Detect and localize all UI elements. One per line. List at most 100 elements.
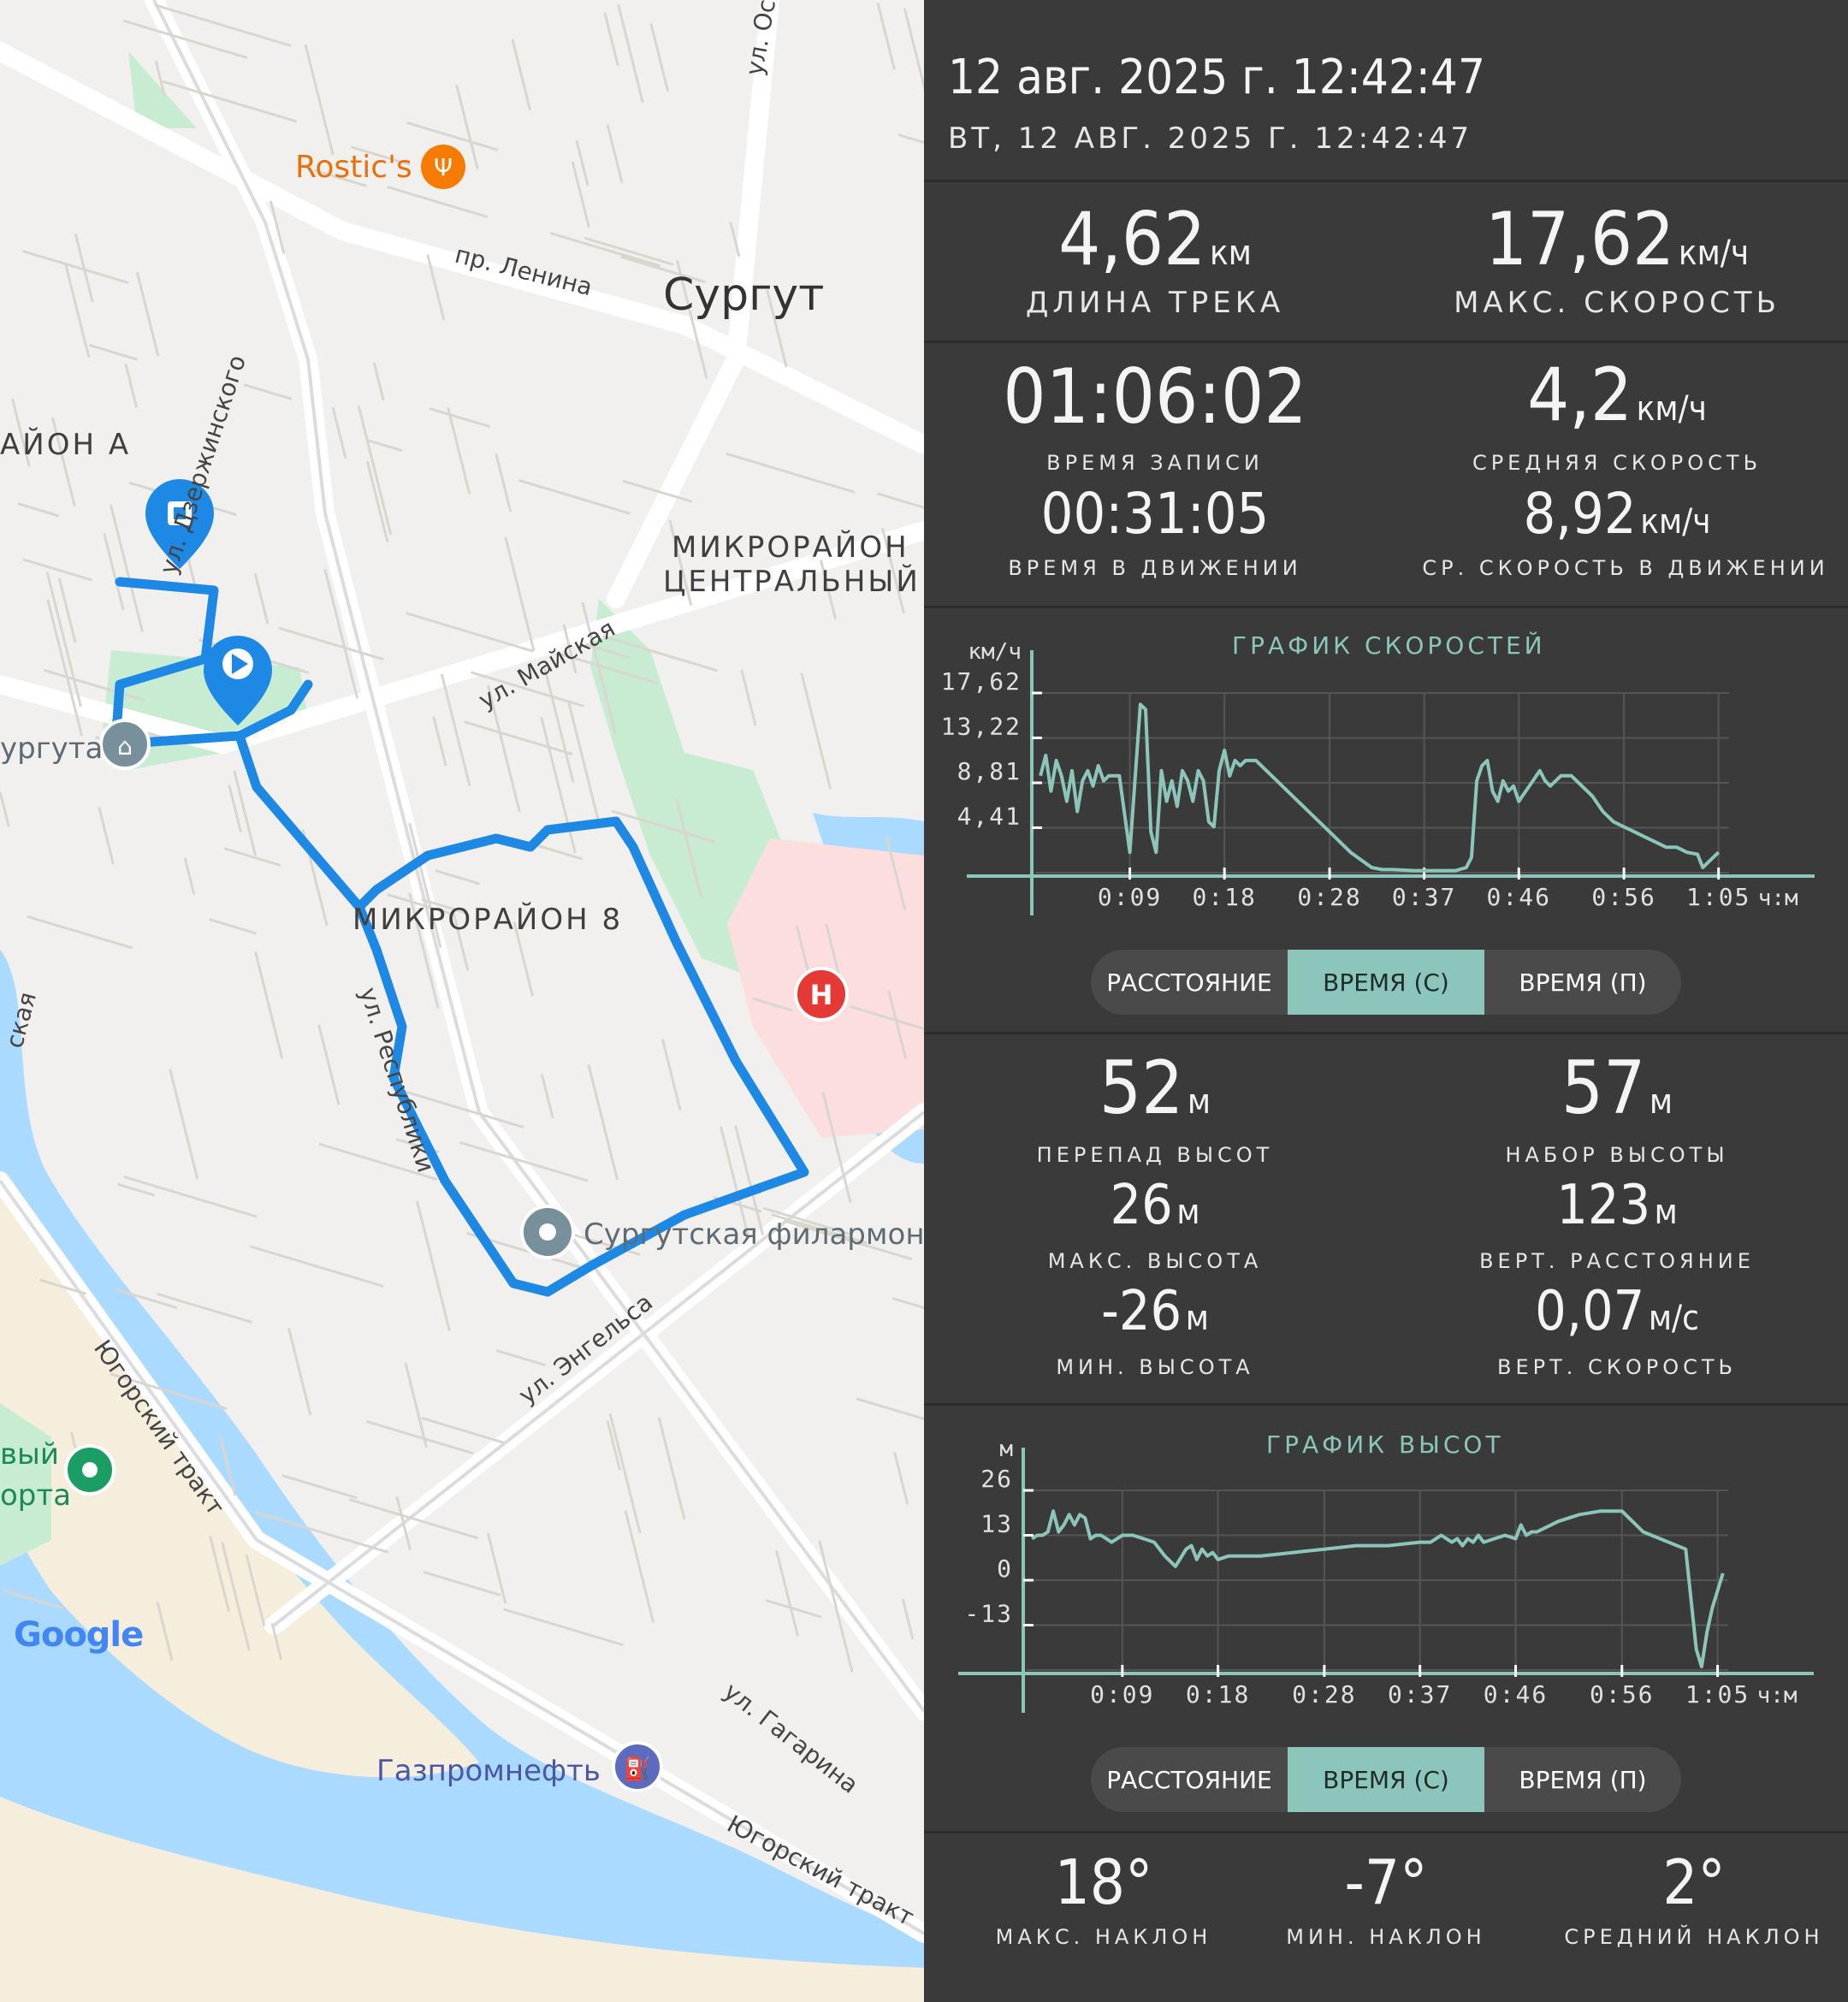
minor-road xyxy=(455,84,479,169)
minor-road xyxy=(365,1419,474,1455)
map-canvas[interactable]: Ψ H ⌂ ⛽ xyxy=(0,0,924,2002)
minor-road xyxy=(17,502,59,518)
avg-speed-value: 4,2 км/ч xyxy=(1403,352,1831,438)
chart-y-tick-label: 13 xyxy=(980,1510,1013,1538)
poi-surguta[interactable]: ургута xyxy=(0,732,104,766)
speed-chart[interactable]: 17,62 13,22 8,81 4,41 км/ч 0:09 0:18 0:28 0:37 0:… xyxy=(924,616,1848,924)
minor-road xyxy=(270,1622,283,1661)
minor-road xyxy=(169,1069,199,1180)
map-view[interactable]: Ψ H ⌂ ⛽ Rostic's пр. Ленина Сургут ул. О… xyxy=(0,0,924,2002)
lower-shore xyxy=(0,1797,924,2002)
speed-chart-mode-switch[interactable]: РАССТОЯНИЕ ВРЕМЯ (С) ВРЕМЯ (П) xyxy=(1091,950,1681,1015)
minor-road xyxy=(103,533,125,611)
chart-x-tick-label: 0:18 xyxy=(1192,883,1256,911)
speed-tab-distance[interactable]: РАССТОЯНИЕ xyxy=(1106,968,1272,997)
poi-vyy[interactable]: вый xyxy=(0,1437,59,1472)
slope-avg-label: СРЕДНИЙ НАКЛОН xyxy=(1564,1925,1824,1949)
park-pin xyxy=(64,1444,116,1496)
minor-road xyxy=(157,1292,252,1324)
minor-road xyxy=(800,672,832,790)
minor-road xyxy=(219,1436,237,1496)
minor-road xyxy=(825,923,841,975)
chart-x-tick-label: 0:56 xyxy=(1591,883,1656,911)
chart-y-tick-label: -13 xyxy=(964,1600,1013,1628)
minor-road xyxy=(27,915,133,950)
chart-x-tick-label: 0:28 xyxy=(1292,1680,1356,1709)
minor-road xyxy=(876,3,896,70)
minor-road xyxy=(372,362,385,401)
minor-road xyxy=(44,668,145,702)
minor-road xyxy=(540,1074,554,1119)
minor-road xyxy=(162,80,298,123)
minor-road xyxy=(584,643,631,659)
moving-time-label: ВРЕМЯ В ДВИЖЕНИИ xyxy=(1008,556,1302,580)
minor-road xyxy=(323,568,359,699)
minor-road xyxy=(414,1404,428,1448)
elev-tab-time-p[interactable]: ВРЕМЯ (П) xyxy=(1519,1765,1647,1794)
minor-road xyxy=(88,343,138,361)
chart-y-tick-label: 8,81 xyxy=(957,757,1022,785)
minor-road xyxy=(486,1532,507,1604)
poi-gazpromneft[interactable]: Газпромнефть xyxy=(376,1754,601,1788)
minor-road xyxy=(819,560,838,620)
minor-road xyxy=(348,1498,479,1540)
minor-road xyxy=(399,1088,524,1128)
minor-road xyxy=(0,791,10,827)
minor-road xyxy=(649,23,670,92)
start-marker xyxy=(204,636,272,726)
vert-dist-number: 123 xyxy=(1556,1174,1651,1237)
chart-y-tick-label: 13,22 xyxy=(941,712,1022,740)
chart-x-tick-label: 0:37 xyxy=(1388,1680,1452,1709)
minor-road xyxy=(720,1126,749,1236)
poi-rostics[interactable]: Rostic's xyxy=(295,150,412,185)
poi-orta[interactable]: орта xyxy=(0,1478,72,1513)
chart-x-tick-label: 0:46 xyxy=(1484,1680,1548,1709)
elevation-chart[interactable]: 26 13 0 -13 м 0:09 0:18 0:28 0:37 0:46 0:56 1:05 ч:м xyxy=(924,1413,1848,1721)
minor-road xyxy=(432,716,447,767)
stop-marker xyxy=(145,479,214,569)
elev-gain-value: 57 м xyxy=(1403,1045,1831,1131)
minor-road xyxy=(734,1125,765,1235)
minor-road xyxy=(156,1602,174,1661)
minor-road xyxy=(183,857,196,895)
minor-road xyxy=(606,1420,621,1471)
elev-chart-mode-switch[interactable]: РАССТОЯНИЕ ВРЕМЯ (С) ВРЕМЯ (П) xyxy=(1091,1747,1681,1812)
minor-road xyxy=(511,38,532,111)
header-datetime: 12 авг. 2025 г. 12:42:47 xyxy=(948,50,1486,105)
slope-min-value: -7° xyxy=(1344,1846,1428,1918)
elev-gain-label: НАБОР ВЫСОТЫ xyxy=(1505,1143,1729,1167)
chart-x-tick-label: 0:28 xyxy=(1297,883,1361,911)
minor-road xyxy=(452,911,470,972)
speed-chart-title: ГРАФИК СКОРОСТЕЙ xyxy=(1232,631,1546,660)
minor-road xyxy=(11,398,31,467)
minor-road xyxy=(387,893,451,915)
minor-road xyxy=(893,1452,909,1505)
elev-tab-distance[interactable]: РАССТОЯНИЕ xyxy=(1106,1765,1272,1794)
minor-road xyxy=(154,3,292,47)
minor-road xyxy=(421,897,467,915)
avg-speed-number: 4,2 xyxy=(1527,352,1633,438)
speed-tab-time-p[interactable]: ВРЕМЯ (П) xyxy=(1519,968,1647,997)
minor-road xyxy=(775,1550,800,1637)
poi-philharmonic[interactable]: Сургутская филармон xyxy=(583,1217,924,1252)
speed-tab-time-c[interactable]: ВРЕМЯ (С) xyxy=(1288,950,1484,1015)
minor-road xyxy=(795,925,811,977)
record-time-label: ВРЕМЯ ЗАПИСИ xyxy=(1046,451,1264,475)
elev-diff-label: ПЕРЕПАД ВЫСОТ xyxy=(1036,1143,1274,1167)
minor-road xyxy=(421,1416,505,1444)
minor-road xyxy=(887,990,908,1060)
minor-road xyxy=(245,1554,266,1626)
philharmonic-pin xyxy=(520,1205,575,1259)
vert-dist-unit: м xyxy=(1654,1193,1678,1232)
minor-road xyxy=(885,836,907,911)
minor-road xyxy=(318,1142,438,1181)
minor-road xyxy=(783,1219,913,1261)
chart-x-tick-label: 1:05 xyxy=(1685,1680,1750,1709)
track-length-number: 4,62 xyxy=(1058,197,1206,282)
minor-road xyxy=(269,200,286,254)
elev-tab-time-c[interactable]: ВРЕМЯ (С) xyxy=(1288,1747,1484,1812)
minor-road xyxy=(881,528,905,614)
svg-text:⌂: ⌂ xyxy=(117,732,133,761)
minor-road xyxy=(254,951,284,1059)
elev-diff-value: 52 м xyxy=(941,1045,1369,1131)
